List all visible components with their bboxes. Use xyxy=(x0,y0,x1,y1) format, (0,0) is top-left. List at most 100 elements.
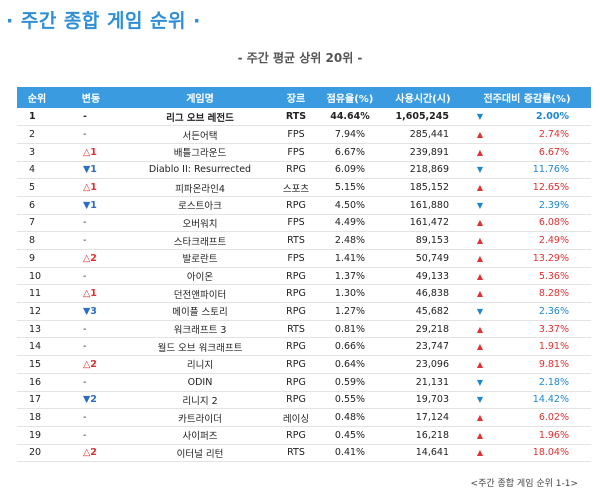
trend-arrow-cell: ▲ xyxy=(463,267,497,286)
table-row: 7- 오버워치 FPS 4.49% 161,472 ▲ 6.08% xyxy=(17,214,592,233)
genre-cell: RPG xyxy=(275,161,317,180)
up-triangle-icon: ▲ xyxy=(476,430,484,440)
game-name-cell: 월드 오브 워크래프트 xyxy=(125,337,275,357)
trend-arrow-cell: ▼ xyxy=(463,161,497,180)
up-triangle-icon: ▲ xyxy=(476,253,484,263)
weekly-change-cell: 3.37% xyxy=(497,320,592,339)
table-row: 6 ▼1 로스트아크 RPG 4.50% 161,880 ▼ 2.39% xyxy=(17,196,592,215)
hours-cell: 14,641 xyxy=(383,444,463,463)
genre-cell: RPG xyxy=(275,284,317,304)
change-cell: - xyxy=(57,267,125,286)
up-triangle-icon: ▲ xyxy=(476,271,484,281)
weekly-change-cell: 18.04% xyxy=(497,444,592,463)
table-row: 5 △1 피파온라인4 스포츠 5.15% 185,152 ▲ 12.65% xyxy=(17,178,592,197)
up-triangle-icon: ▲ xyxy=(476,183,484,193)
share-cell: 7.94% xyxy=(317,125,383,144)
share-cell: 5.15% xyxy=(317,178,383,197)
col-header-name: 게임명 xyxy=(125,87,275,108)
game-name-cell: 리니지 2 xyxy=(125,391,275,410)
hours-cell: 29,218 xyxy=(383,320,463,339)
genre-cell: 스포츠 xyxy=(275,178,317,197)
genre-cell: RTS xyxy=(275,108,317,127)
genre-cell: RPG xyxy=(275,355,317,374)
change-cell: △1 xyxy=(57,143,125,162)
rank-cell: 17 xyxy=(17,391,57,410)
table-row: 11 △1 던전앤파이터 RPG 1.30% 46,838 ▲ 8.28% xyxy=(17,284,592,304)
share-cell: 0.55% xyxy=(317,391,383,410)
col-header-hours: 사용시간(시) xyxy=(383,87,463,108)
weekly-change-cell: 2.36% xyxy=(497,302,592,321)
share-cell: 2.48% xyxy=(317,231,383,250)
table-row: 18- 카트라이더 레이싱 0.48% 17,124 ▲ 6.02% xyxy=(17,408,592,427)
rank-cell: 16 xyxy=(17,373,57,392)
up-triangle-icon: ▲ xyxy=(476,289,484,299)
hours-cell: 46,838 xyxy=(383,284,463,304)
table-row: 19- 사이퍼즈 RPG 0.45% 16,218 ▲ 1.96% xyxy=(17,426,592,445)
rank-cell: 1 xyxy=(17,108,57,127)
game-name-cell: 피파온라인4 xyxy=(125,178,275,197)
genre-cell: FPS xyxy=(275,214,317,233)
game-name-cell: 스타크래프트 xyxy=(125,231,275,250)
game-name-cell: 이터널 리턴 xyxy=(125,444,275,463)
weekly-change-cell: 13.29% xyxy=(497,249,592,268)
share-cell: 0.45% xyxy=(317,426,383,445)
table-row: 17 ▼2 리니지 2 RPG 0.55% 19,703 ▼ 14.42% xyxy=(17,391,592,410)
hours-cell: 50,749 xyxy=(383,249,463,268)
rank-cell: 12 xyxy=(17,302,57,321)
table-row: 4 ▼1 Diablo II: Resurrected RPG 6.09% 218,869… xyxy=(17,161,592,180)
share-cell: 1.30% xyxy=(317,284,383,304)
change-cell: - xyxy=(57,373,125,392)
game-name-cell: 사이퍼즈 xyxy=(125,426,275,445)
table-row: 10- 아이온 RPG 1.37% 49,133 ▲ 5.36% xyxy=(17,267,592,286)
game-name-cell: ODIN xyxy=(125,373,275,392)
trend-arrow-cell: ▼ xyxy=(463,302,497,321)
rank-cell: 13 xyxy=(17,320,57,339)
genre-cell: RPG xyxy=(275,373,317,392)
share-cell: 0.66% xyxy=(317,337,383,357)
change-cell: - xyxy=(57,125,125,144)
hours-cell: 49,133 xyxy=(383,267,463,286)
share-cell: 1.41% xyxy=(317,249,383,268)
rank-cell: 2 xyxy=(17,125,57,144)
table-header-row: 순위 변동 게임명 장르 점유율(%) 사용시간(시) 전주대비 증감률(%) xyxy=(17,87,592,108)
table-row: 13- 워크래프트 3 RTS 0.81% 29,218 ▲ 3.37% xyxy=(17,320,592,339)
game-name-cell: 메이플 스토리 xyxy=(125,302,275,321)
weekly-change-cell: 2.74% xyxy=(497,125,592,144)
up-triangle-icon: ▲ xyxy=(476,218,484,228)
share-cell: 0.81% xyxy=(317,320,383,339)
down-triangle-icon: ▼ xyxy=(476,377,484,387)
trend-arrow-cell: ▲ xyxy=(463,444,497,463)
change-cell: - xyxy=(57,108,125,127)
down-triangle-icon: ▼ xyxy=(476,306,484,316)
rank-cell: 4 xyxy=(17,161,57,180)
rank-cell: 7 xyxy=(17,214,57,233)
game-name-cell: 리그 오브 레전드 xyxy=(125,108,275,127)
trend-arrow-cell: ▲ xyxy=(463,178,497,197)
hours-cell: 17,124 xyxy=(383,408,463,427)
game-name-cell: 리니지 xyxy=(125,355,275,374)
hours-cell: 161,880 xyxy=(383,196,463,215)
col-header-change: 변동 xyxy=(57,87,125,108)
col-header-genre: 장르 xyxy=(275,87,317,108)
game-name-cell: 로스트아크 xyxy=(125,196,275,215)
hours-cell: 23,747 xyxy=(383,337,463,357)
genre-cell: FPS xyxy=(275,143,317,162)
genre-cell: FPS xyxy=(275,125,317,144)
weekly-change-cell: 2.00% xyxy=(497,108,592,127)
hours-cell: 16,218 xyxy=(383,426,463,445)
weekly-change-cell: 1.91% xyxy=(497,337,592,357)
table-body: 1- 리그 오브 레전드 RTS 44.64% 1,605,245 ▼ 2.00% 2- 서든어… xyxy=(17,108,592,463)
change-cell: - xyxy=(57,214,125,233)
share-cell: 6.67% xyxy=(317,143,383,162)
hours-cell: 23,096 xyxy=(383,355,463,374)
table-row: 1- 리그 오브 레전드 RTS 44.64% 1,605,245 ▼ 2.00% xyxy=(17,108,592,127)
down-triangle-icon: ▼ xyxy=(476,200,484,210)
genre-cell: RPG xyxy=(275,302,317,321)
trend-arrow-cell: ▲ xyxy=(463,337,497,357)
genre-cell: RPG xyxy=(275,196,317,215)
change-cell: - xyxy=(57,320,125,339)
weekly-change-cell: 11.76% xyxy=(497,161,592,180)
table-row: 9 △2 발로란트 FPS 1.41% 50,749 ▲ 13.29% xyxy=(17,249,592,268)
trend-arrow-cell: ▲ xyxy=(463,355,497,374)
table-caption: <주간 종합 게임 순위 1-1> xyxy=(470,479,578,489)
